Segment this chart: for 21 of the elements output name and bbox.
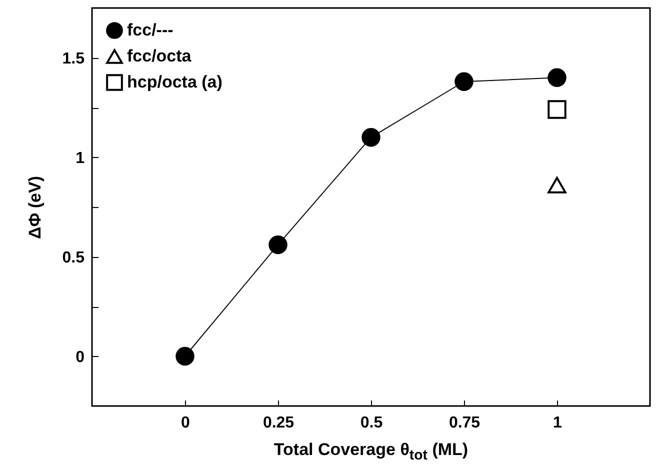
- x-axis-title: Total Coverage θ$_{tot}$ (ML): [272, 440, 470, 464]
- point: [548, 68, 566, 87]
- x-tick-label: 0.75: [448, 414, 480, 432]
- y-tick-label: 1: [76, 150, 85, 167]
- point: [454, 72, 474, 91]
- point: [268, 235, 288, 254]
- y-tick-label: 1.5: [62, 50, 85, 68]
- legend-label: fcc/---: [127, 20, 174, 40]
- y-tick-label: 0: [76, 348, 85, 366]
- x-tick-label: 0.25: [262, 414, 294, 432]
- point: [362, 128, 380, 147]
- x-tick-label: 0.5: [360, 414, 383, 432]
- legend-label: hcp/octa (a): [127, 72, 222, 92]
- y-tick-label: 0.5: [62, 249, 85, 266]
- legend-label: fcc/octa: [127, 46, 192, 66]
- point: [176, 346, 194, 366]
- point: [548, 100, 566, 119]
- point: [548, 176, 566, 194]
- x-tick-label: 1: [553, 414, 562, 432]
- x-tick-label: 0: [181, 414, 190, 432]
- y-axis-title: ΔΦ (eV): [25, 176, 44, 240]
